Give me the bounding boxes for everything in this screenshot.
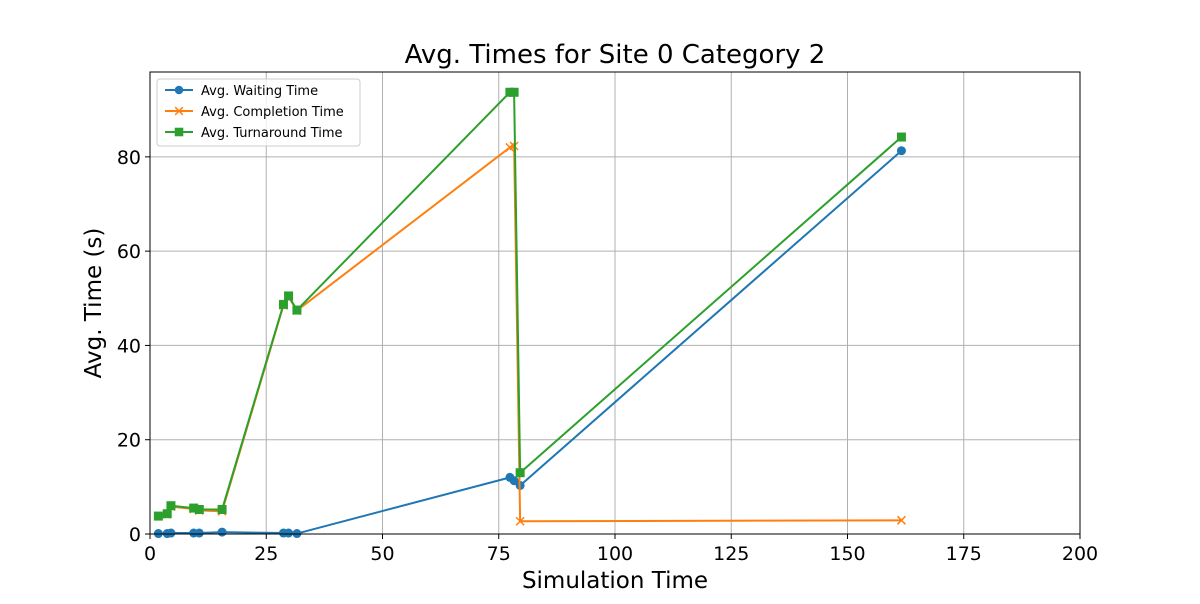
- legend-marker: [174, 85, 184, 95]
- y-tick-label: 40: [117, 335, 141, 357]
- x-tick-label: 0: [144, 543, 156, 565]
- x-tick-label: 125: [713, 543, 749, 565]
- data-point: [166, 528, 176, 538]
- x-tick-label: 75: [487, 543, 511, 565]
- data-point: [284, 528, 294, 538]
- data-point: [194, 504, 204, 514]
- data-point: [194, 528, 204, 538]
- x-tick-label: 100: [597, 543, 633, 565]
- data-point: [189, 503, 199, 513]
- y-tick-label: 20: [117, 430, 141, 452]
- y-tick-label: 80: [117, 147, 141, 169]
- x-axis-label: Simulation Time: [522, 568, 708, 594]
- data-point: [217, 527, 227, 537]
- data-point: [162, 509, 172, 519]
- x-marker-stroke: [174, 106, 184, 116]
- legend-label: Avg. Completion Time: [201, 105, 344, 120]
- data-point: [278, 299, 288, 309]
- chart-title: Avg. Times for Site 0 Category 2: [405, 40, 826, 70]
- x-tick-label: 175: [946, 543, 982, 565]
- y-tick-label: 60: [117, 241, 141, 263]
- x-tick-label: 200: [1062, 543, 1098, 565]
- legend-marker: [174, 106, 184, 116]
- x-marker-stroke: [896, 515, 906, 525]
- legend: Avg. Waiting Time Avg. Completion Time Avg…: [156, 78, 361, 147]
- y-tick-label: 0: [129, 524, 141, 546]
- x-tick-label: 150: [829, 543, 865, 565]
- data-point: [509, 87, 519, 97]
- data-point: [292, 305, 302, 315]
- x-tick-label: 25: [254, 543, 278, 565]
- legend-marker: [174, 127, 184, 137]
- x-tick-label: 50: [370, 543, 394, 565]
- data-point: [896, 515, 906, 525]
- data-point: [509, 476, 519, 486]
- legend-label: Avg. Waiting Time: [201, 84, 318, 99]
- data-point: [217, 504, 227, 514]
- data-series: [153, 87, 906, 539]
- legend-item: Avg. Completion Time: [165, 105, 344, 120]
- legend-item: Avg. Turnaround Time: [165, 126, 343, 141]
- data-point: [166, 501, 176, 511]
- data-point: [515, 516, 525, 526]
- legend-label: Avg. Turnaround Time: [201, 126, 343, 141]
- data-point: [515, 468, 525, 478]
- data-point: [284, 291, 294, 301]
- legend-item: Avg. Waiting Time: [165, 84, 318, 99]
- data-point: [153, 511, 163, 521]
- y-axis-label: Avg. Time (s): [81, 228, 107, 379]
- legend-items: Avg. Waiting Time Avg. Completion Time Avg…: [165, 84, 344, 141]
- legend-box: [156, 78, 361, 147]
- data-point: [896, 132, 906, 142]
- axis-ticks: 0 25 50 75 100 125 150 175 200 0 20 40 60 80: [117, 147, 1098, 565]
- series-1: [153, 146, 906, 539]
- data-point: [896, 146, 906, 156]
- x-marker-stroke: [515, 516, 525, 526]
- series-3: [153, 87, 906, 521]
